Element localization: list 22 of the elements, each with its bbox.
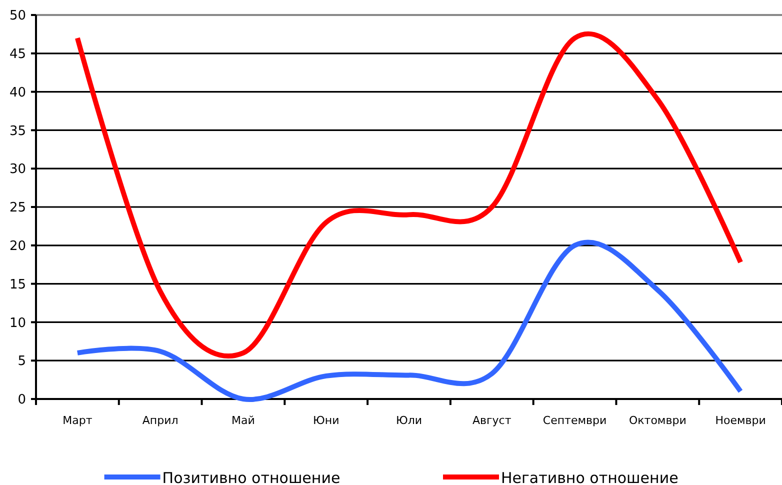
y-tick-label: 45 bbox=[9, 46, 26, 62]
y-tick-label: 10 bbox=[9, 316, 26, 331]
x-tick-label: Май bbox=[232, 414, 255, 427]
y-tick-label: 0 bbox=[18, 392, 26, 408]
y-tick-label: 25 bbox=[9, 200, 26, 216]
y-tick-label: 5 bbox=[18, 354, 26, 370]
legend-label: Позитивно отношение bbox=[162, 469, 340, 485]
y-tick-label: 35 bbox=[9, 124, 26, 139]
x-tick-label: Април bbox=[142, 414, 178, 427]
x-tick-label: Септември bbox=[542, 414, 607, 427]
x-tick-label: Октомври bbox=[628, 414, 686, 427]
y-tick-label: 40 bbox=[9, 85, 26, 100]
x-tick-label: Август bbox=[472, 414, 512, 427]
y-tick-label: 20 bbox=[9, 238, 26, 254]
x-tick-label: Март bbox=[62, 414, 93, 427]
x-tick-label: Ноември bbox=[715, 414, 766, 427]
legend-label: Негативно отношение bbox=[501, 469, 678, 485]
y-tick-label: 15 bbox=[9, 277, 26, 292]
x-tick-label: Юли bbox=[396, 414, 422, 427]
y-tick-label: 50 bbox=[9, 8, 26, 24]
x-tick-label: Юни bbox=[313, 414, 340, 427]
y-tick-label: 30 bbox=[9, 162, 26, 178]
